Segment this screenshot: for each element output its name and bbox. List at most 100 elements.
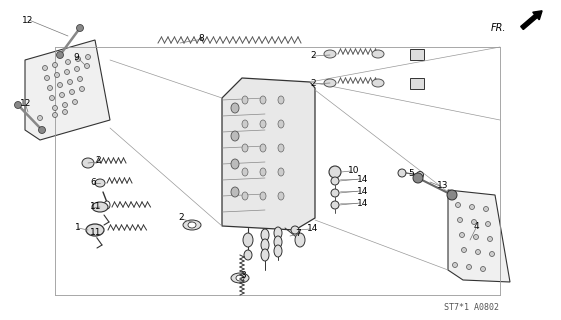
- Text: 5: 5: [408, 169, 414, 178]
- Ellipse shape: [278, 144, 284, 152]
- Ellipse shape: [484, 206, 489, 212]
- Ellipse shape: [86, 224, 104, 236]
- Ellipse shape: [38, 116, 43, 121]
- Ellipse shape: [470, 204, 475, 210]
- Text: 6: 6: [90, 178, 96, 187]
- Text: 14: 14: [357, 198, 369, 207]
- Polygon shape: [222, 78, 315, 230]
- Ellipse shape: [260, 144, 266, 152]
- Ellipse shape: [44, 76, 49, 81]
- Ellipse shape: [274, 245, 282, 257]
- Ellipse shape: [413, 173, 423, 183]
- Ellipse shape: [488, 236, 493, 242]
- Ellipse shape: [48, 85, 53, 91]
- Ellipse shape: [331, 189, 339, 197]
- Ellipse shape: [80, 86, 85, 92]
- Ellipse shape: [278, 120, 284, 128]
- Ellipse shape: [57, 52, 63, 59]
- Bar: [410, 49, 424, 60]
- Ellipse shape: [65, 69, 70, 75]
- Ellipse shape: [329, 166, 341, 178]
- Ellipse shape: [49, 95, 54, 100]
- Ellipse shape: [331, 201, 339, 209]
- Ellipse shape: [274, 227, 282, 239]
- Text: 2: 2: [178, 212, 183, 221]
- Ellipse shape: [54, 73, 59, 77]
- Ellipse shape: [278, 96, 284, 104]
- Ellipse shape: [485, 221, 490, 227]
- Ellipse shape: [416, 172, 424, 179]
- Ellipse shape: [260, 96, 266, 104]
- Ellipse shape: [53, 106, 57, 110]
- Ellipse shape: [183, 220, 201, 230]
- Ellipse shape: [95, 179, 105, 187]
- Ellipse shape: [231, 187, 239, 197]
- Ellipse shape: [85, 63, 90, 68]
- Ellipse shape: [77, 76, 82, 82]
- Ellipse shape: [490, 252, 494, 257]
- Polygon shape: [448, 190, 510, 282]
- Ellipse shape: [70, 90, 75, 94]
- Text: 8: 8: [198, 34, 204, 43]
- Ellipse shape: [447, 190, 457, 200]
- Text: 14: 14: [307, 223, 319, 233]
- Ellipse shape: [72, 100, 77, 105]
- Text: 14: 14: [357, 174, 369, 183]
- Ellipse shape: [75, 67, 80, 71]
- Ellipse shape: [82, 158, 94, 168]
- Text: 1: 1: [75, 222, 81, 231]
- Ellipse shape: [57, 83, 62, 87]
- Text: 3: 3: [240, 271, 246, 281]
- Ellipse shape: [231, 159, 239, 169]
- Text: 13: 13: [437, 180, 448, 189]
- Bar: [410, 78, 424, 89]
- Ellipse shape: [324, 50, 336, 58]
- Ellipse shape: [244, 250, 252, 260]
- Ellipse shape: [231, 131, 239, 141]
- Ellipse shape: [459, 233, 465, 237]
- Ellipse shape: [243, 233, 253, 247]
- Ellipse shape: [43, 66, 48, 70]
- Ellipse shape: [261, 239, 269, 251]
- Polygon shape: [25, 40, 110, 140]
- Ellipse shape: [291, 226, 299, 234]
- Text: 4: 4: [474, 221, 480, 230]
- Ellipse shape: [473, 235, 479, 239]
- Ellipse shape: [372, 79, 384, 87]
- Ellipse shape: [242, 168, 248, 176]
- Ellipse shape: [242, 120, 248, 128]
- Ellipse shape: [261, 229, 269, 241]
- Text: 12: 12: [20, 99, 31, 108]
- Ellipse shape: [274, 236, 282, 248]
- Ellipse shape: [15, 101, 21, 108]
- Ellipse shape: [104, 201, 110, 209]
- Ellipse shape: [242, 144, 248, 152]
- Text: 10: 10: [348, 165, 360, 174]
- Ellipse shape: [242, 96, 248, 104]
- Ellipse shape: [62, 102, 67, 108]
- Ellipse shape: [467, 265, 471, 269]
- Text: 2: 2: [310, 51, 316, 60]
- Text: 2: 2: [95, 156, 100, 164]
- Ellipse shape: [476, 250, 481, 254]
- Ellipse shape: [471, 220, 476, 225]
- Ellipse shape: [372, 50, 384, 58]
- Text: 11: 11: [90, 202, 102, 211]
- Text: ST7*1 A0802: ST7*1 A0802: [444, 303, 499, 313]
- Text: FR.: FR.: [490, 23, 506, 33]
- Ellipse shape: [53, 62, 57, 68]
- Ellipse shape: [39, 126, 45, 133]
- Text: 12: 12: [22, 15, 33, 25]
- Ellipse shape: [453, 262, 458, 268]
- Ellipse shape: [261, 249, 269, 261]
- Text: 9: 9: [73, 52, 79, 61]
- Ellipse shape: [324, 79, 336, 87]
- Ellipse shape: [260, 120, 266, 128]
- Ellipse shape: [76, 57, 80, 61]
- Ellipse shape: [462, 247, 467, 252]
- Ellipse shape: [456, 203, 461, 207]
- Ellipse shape: [278, 192, 284, 200]
- Ellipse shape: [236, 275, 244, 281]
- Ellipse shape: [458, 218, 462, 222]
- Ellipse shape: [331, 177, 339, 185]
